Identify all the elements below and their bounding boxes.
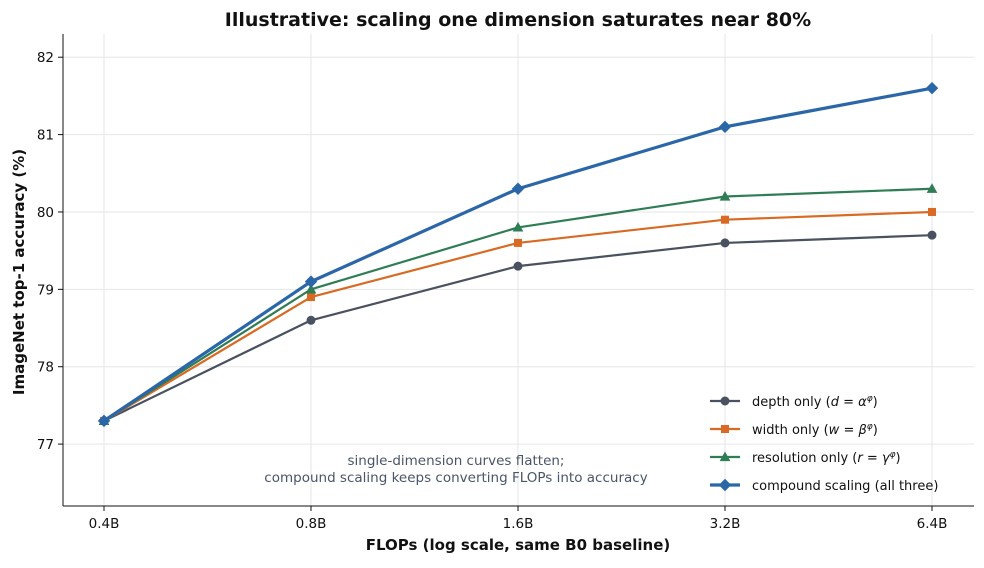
data-point-compound bbox=[718, 120, 732, 134]
legend-label-width: width only (w = βφ) bbox=[752, 422, 878, 438]
x-tick-label: 3.2B bbox=[710, 516, 741, 532]
data-point-depth bbox=[720, 238, 730, 248]
legend-label-resolution: resolution only (r = γφ) bbox=[752, 450, 901, 466]
data-point-width bbox=[928, 207, 936, 216]
annotation-layer: single-dimension curves flatten;compound… bbox=[264, 453, 647, 486]
legend-item-resolution: resolution only (r = γφ) bbox=[710, 450, 901, 466]
legend-item-depth: depth only (d = αφ) bbox=[710, 394, 878, 410]
y-tick-label: 80 bbox=[37, 205, 54, 221]
annotation-line: single-dimension curves flatten; bbox=[348, 453, 565, 469]
data-point-compound bbox=[511, 182, 525, 195]
series-compound bbox=[97, 81, 939, 428]
x-tick-label: 1.6B bbox=[503, 516, 534, 532]
data-point-width bbox=[307, 293, 315, 302]
data-point-legend-width bbox=[721, 425, 729, 433]
x-tick-label: 6.4B bbox=[917, 516, 948, 532]
data-point-legend-compound bbox=[718, 478, 732, 492]
axes-layer: 0.4B 0.8B 1.6B 3.2B 6.4B 77 78 79 80 81 82 bbox=[37, 34, 974, 532]
data-point-width bbox=[514, 238, 522, 247]
data-point-depth bbox=[513, 261, 523, 271]
data-point-resolution bbox=[305, 283, 317, 294]
x-tick-label: 0.8B bbox=[296, 516, 327, 532]
legend-item-compound: compound scaling (all three) bbox=[710, 478, 938, 494]
data-point-resolution bbox=[719, 190, 731, 201]
data-point-depth bbox=[927, 230, 937, 240]
y-tick-label: 81 bbox=[37, 128, 54, 144]
legend-label-depth: depth only (d = αφ) bbox=[752, 394, 878, 410]
data-point-depth bbox=[306, 315, 316, 325]
y-tick-label: 78 bbox=[37, 360, 54, 376]
legend-item-width: width only (w = βφ) bbox=[710, 422, 878, 438]
annotation-line: compound scaling keeps converting FLOPs … bbox=[264, 470, 647, 486]
data-point-compound bbox=[925, 81, 939, 95]
data-point-legend-resolution bbox=[719, 451, 731, 462]
data-point-compound bbox=[97, 414, 111, 428]
legend: depth only (d = αφ) width only (w = βφ) re… bbox=[710, 394, 938, 494]
data-point-compound bbox=[304, 275, 318, 288]
data-point-resolution bbox=[512, 221, 524, 232]
data-point-resolution bbox=[926, 183, 938, 193]
x-tick-label: 0.4B bbox=[89, 516, 120, 532]
y-axis-label: ImageNet top-1 accuracy (%) bbox=[10, 149, 28, 395]
series-layer bbox=[97, 81, 939, 428]
y-tick-label: 82 bbox=[37, 50, 54, 66]
y-tick-label: 79 bbox=[37, 282, 54, 298]
chart-title: Illustrative: scaling one dimension satu… bbox=[225, 9, 811, 31]
data-point-width bbox=[721, 215, 729, 224]
y-tick-label: 77 bbox=[37, 437, 54, 453]
data-point-legend-depth bbox=[720, 396, 730, 406]
legend-label-compound: compound scaling (all three) bbox=[752, 479, 938, 494]
x-axis-label: FLOPs (log scale, same B0 baseline) bbox=[366, 536, 670, 554]
